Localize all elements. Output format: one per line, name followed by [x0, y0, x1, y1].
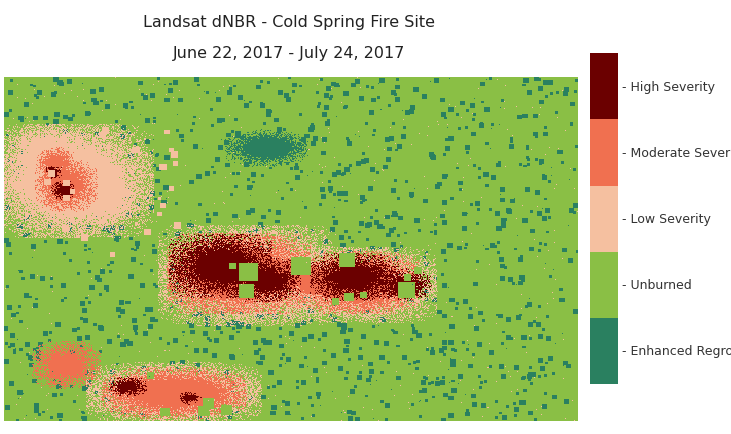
- Text: - Unburned: - Unburned: [622, 279, 692, 292]
- Text: Landsat dNBR - Cold Spring Fire Site: Landsat dNBR - Cold Spring Fire Site: [143, 15, 435, 30]
- Text: - High Severity: - High Severity: [622, 81, 715, 94]
- Text: - Moderate Severity: - Moderate Severity: [622, 147, 731, 160]
- Text: June 22, 2017 - July 24, 2017: June 22, 2017 - July 24, 2017: [173, 46, 405, 60]
- Text: - Enhanced Regrowth: - Enhanced Regrowth: [622, 345, 731, 358]
- Text: - Low Severity: - Low Severity: [622, 213, 711, 226]
